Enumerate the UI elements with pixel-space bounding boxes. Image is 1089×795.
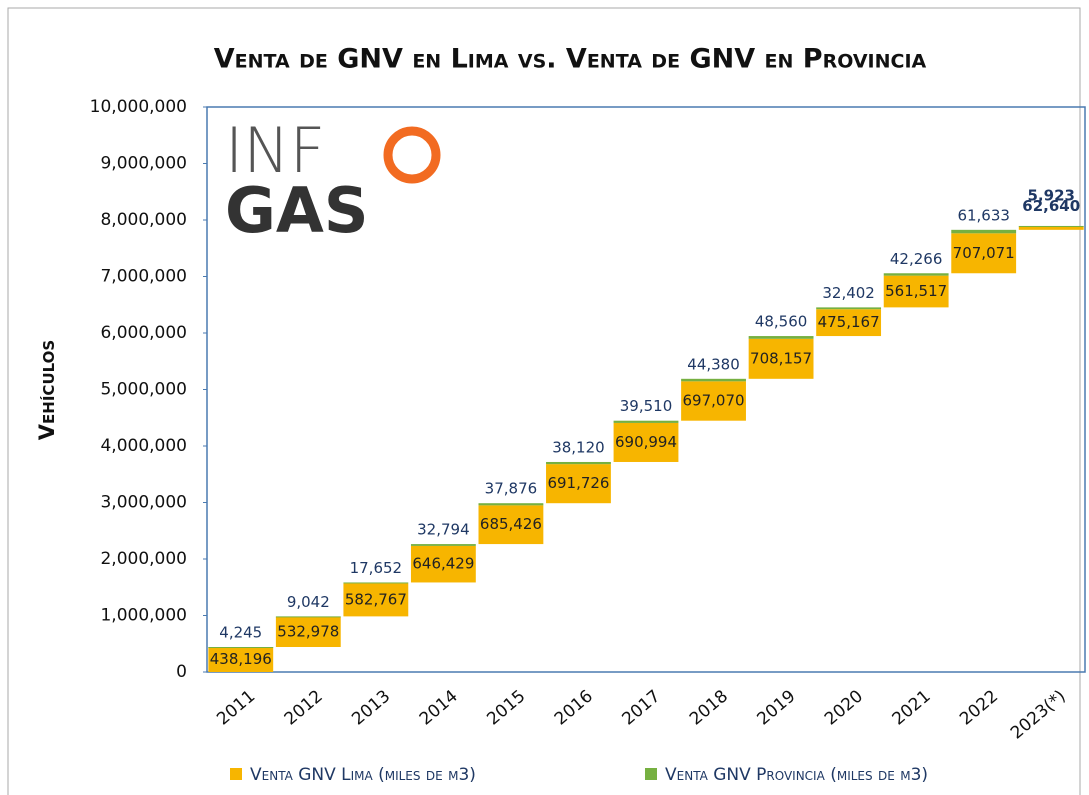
bar-segment: [748, 336, 814, 339]
bar-segment: [883, 275, 949, 308]
bar-segment: [546, 461, 611, 465]
legend-label: Venta GNV Lima (miles de m3): [250, 765, 476, 785]
bar-segment: [748, 338, 814, 379]
bar-segment: [478, 505, 544, 545]
bar-segment: [410, 544, 476, 546]
y-tick-label: 9,000,000: [100, 154, 187, 174]
y-tick-label: 5,000,000: [100, 380, 187, 400]
bar-segment: [208, 647, 274, 672]
value-label: 582,767: [345, 590, 407, 608]
value-label: 5,923: [1028, 186, 1075, 204]
bar-segment: [816, 307, 882, 310]
logo-text: GAS: [225, 174, 369, 247]
bar-segment: [951, 229, 1017, 234]
bar-segment: [1018, 225, 1084, 227]
bar-segment: [343, 583, 409, 617]
value-label: 475,167: [818, 313, 880, 331]
y-axis-label: Vehículos: [35, 340, 59, 440]
bar-segment: [478, 503, 544, 506]
value-label: 39,510: [620, 397, 673, 415]
value-label: 38,120: [552, 438, 605, 456]
bar-segment: [275, 616, 341, 648]
value-label: 32,402: [822, 284, 875, 302]
value-label: 62,640: [1022, 197, 1080, 215]
y-tick-label: 8,000,000: [100, 210, 187, 230]
value-label: 438,196: [210, 650, 272, 668]
value-label: 32,794: [417, 521, 470, 539]
value-label: 691,726: [547, 474, 609, 492]
logo: INF GAS: [225, 114, 441, 247]
value-label: 4,245: [219, 624, 262, 642]
y-tick-label: 10,000,000: [90, 97, 187, 117]
bar-segment: [208, 647, 274, 649]
value-label: 17,652: [350, 559, 403, 577]
value-label: 61,633: [957, 206, 1010, 224]
bar-segment: [681, 378, 746, 382]
value-label: 697,070: [683, 392, 745, 410]
value-label: 37,876: [485, 480, 538, 498]
y-tick-label: 3,000,000: [100, 493, 187, 513]
logo-icon: [383, 126, 441, 184]
bar-segment: [410, 545, 476, 583]
bar-segment: [343, 582, 409, 584]
bar-segment: [275, 616, 341, 618]
bar-segment: [951, 233, 1017, 274]
value-label: 690,994: [615, 433, 677, 451]
y-tick-label: 6,000,000: [100, 323, 187, 343]
bar-segment: [1018, 226, 1084, 230]
value-label: 685,426: [480, 515, 542, 533]
y-tick-label: 0: [176, 662, 187, 682]
value-label: 708,157: [750, 349, 812, 367]
y-tick-label: 1,000,000: [100, 606, 187, 626]
bar-segment: [816, 309, 882, 337]
value-label: 42,266: [890, 250, 943, 268]
chart-title: Venta de GNV en Lima vs. Venta de GNV en…: [214, 44, 927, 75]
legend-swatch: [645, 768, 657, 780]
bar-segment: [681, 381, 746, 421]
value-label: 532,978: [277, 622, 339, 640]
bar-segment: [883, 273, 949, 276]
value-label: 9,042: [287, 593, 330, 611]
bar-segment: [613, 422, 679, 462]
y-tick-label: 2,000,000: [100, 549, 187, 569]
legend-swatch: [230, 768, 242, 780]
value-label: 44,380: [687, 355, 740, 373]
value-label: 646,429: [412, 555, 474, 573]
bar-segment: [613, 420, 679, 423]
value-label: 48,560: [755, 313, 808, 331]
legend-label: Venta GNV Provincia (miles de m3): [665, 765, 928, 785]
bar-segment: [546, 464, 611, 504]
frame: [7, 7, 1081, 795]
value-label: 561,517: [885, 282, 947, 300]
value-label: 707,071: [953, 244, 1015, 262]
logo-text: INF: [225, 114, 325, 187]
y-tick-label: 4,000,000: [100, 436, 187, 456]
y-tick-label: 7,000,000: [100, 267, 187, 287]
